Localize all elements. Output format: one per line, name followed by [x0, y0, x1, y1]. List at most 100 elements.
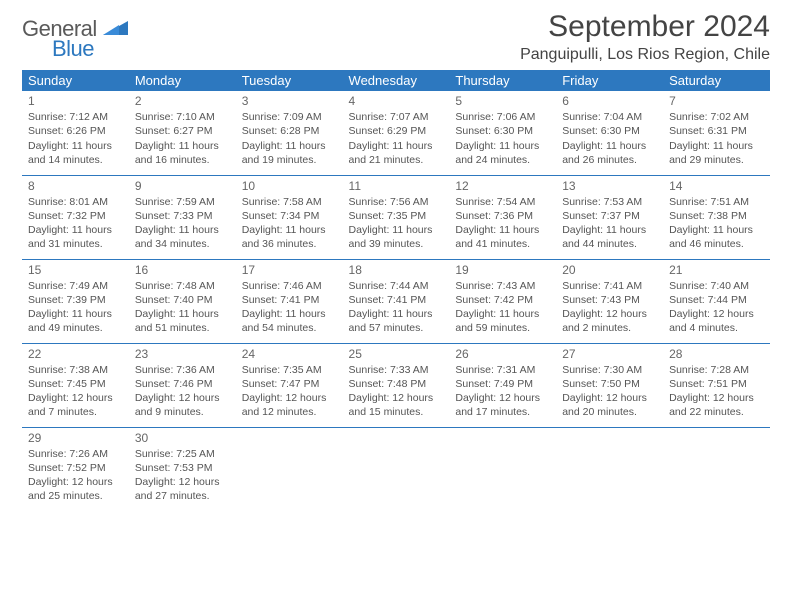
sunrise-text: Sunrise: 7:53 AM	[562, 195, 657, 209]
calendar-day-cell: 15Sunrise: 7:49 AMSunset: 7:39 PMDayligh…	[22, 259, 129, 343]
page-title: September 2024	[520, 10, 770, 44]
calendar-day-cell: 20Sunrise: 7:41 AMSunset: 7:43 PMDayligh…	[556, 259, 663, 343]
day-number: 29	[28, 430, 123, 446]
sunrise-text: Sunrise: 7:41 AM	[562, 279, 657, 293]
daylight-text: and 41 minutes.	[455, 237, 550, 251]
sunrise-text: Sunrise: 8:01 AM	[28, 195, 123, 209]
day-number: 23	[135, 346, 230, 362]
sunset-text: Sunset: 7:50 PM	[562, 377, 657, 391]
day-number: 26	[455, 346, 550, 362]
daylight-text: and 21 minutes.	[349, 153, 444, 167]
calendar-day-cell: 26Sunrise: 7:31 AMSunset: 7:49 PMDayligh…	[449, 343, 556, 427]
daylight-text: Daylight: 11 hours	[28, 223, 123, 237]
calendar-week-row: 29Sunrise: 7:26 AMSunset: 7:52 PMDayligh…	[22, 427, 770, 511]
sunset-text: Sunset: 7:43 PM	[562, 293, 657, 307]
calendar-day-cell: 5Sunrise: 7:06 AMSunset: 6:30 PMDaylight…	[449, 91, 556, 175]
daylight-text: and 27 minutes.	[135, 489, 230, 503]
sunrise-text: Sunrise: 7:28 AM	[669, 363, 764, 377]
calendar-day-cell: 12Sunrise: 7:54 AMSunset: 7:36 PMDayligh…	[449, 175, 556, 259]
sunset-text: Sunset: 7:47 PM	[242, 377, 337, 391]
sunset-text: Sunset: 7:53 PM	[135, 461, 230, 475]
daylight-text: Daylight: 11 hours	[562, 139, 657, 153]
calendar-day-cell: 7Sunrise: 7:02 AMSunset: 6:31 PMDaylight…	[663, 91, 770, 175]
sunset-text: Sunset: 7:38 PM	[669, 209, 764, 223]
sunrise-text: Sunrise: 7:43 AM	[455, 279, 550, 293]
daylight-text: and 54 minutes.	[242, 321, 337, 335]
sunset-text: Sunset: 7:32 PM	[28, 209, 123, 223]
daylight-text: and 9 minutes.	[135, 405, 230, 419]
calendar-day-cell: 25Sunrise: 7:33 AMSunset: 7:48 PMDayligh…	[343, 343, 450, 427]
dayheader-thu: Thursday	[449, 70, 556, 91]
calendar-day-cell	[343, 427, 450, 511]
calendar-week-row: 1Sunrise: 7:12 AMSunset: 6:26 PMDaylight…	[22, 91, 770, 175]
daylight-text: Daylight: 11 hours	[349, 223, 444, 237]
daylight-text: Daylight: 12 hours	[28, 391, 123, 405]
daylight-text: Daylight: 12 hours	[669, 307, 764, 321]
logo-triangle-icon	[103, 23, 129, 40]
calendar-day-cell: 27Sunrise: 7:30 AMSunset: 7:50 PMDayligh…	[556, 343, 663, 427]
day-number: 9	[135, 178, 230, 194]
sunrise-text: Sunrise: 7:07 AM	[349, 110, 444, 124]
day-number: 15	[28, 262, 123, 278]
sunrise-text: Sunrise: 7:31 AM	[455, 363, 550, 377]
calendar-week-row: 22Sunrise: 7:38 AMSunset: 7:45 PMDayligh…	[22, 343, 770, 427]
daylight-text: Daylight: 11 hours	[242, 307, 337, 321]
calendar-week-row: 15Sunrise: 7:49 AMSunset: 7:39 PMDayligh…	[22, 259, 770, 343]
calendar-day-cell: 18Sunrise: 7:44 AMSunset: 7:41 PMDayligh…	[343, 259, 450, 343]
sunset-text: Sunset: 7:41 PM	[349, 293, 444, 307]
sunrise-text: Sunrise: 7:09 AM	[242, 110, 337, 124]
calendar-day-cell: 28Sunrise: 7:28 AMSunset: 7:51 PMDayligh…	[663, 343, 770, 427]
sunset-text: Sunset: 6:29 PM	[349, 124, 444, 138]
sunset-text: Sunset: 7:33 PM	[135, 209, 230, 223]
sunset-text: Sunset: 6:30 PM	[562, 124, 657, 138]
day-number: 27	[562, 346, 657, 362]
calendar-day-cell: 30Sunrise: 7:25 AMSunset: 7:53 PMDayligh…	[129, 427, 236, 511]
sunrise-text: Sunrise: 7:49 AM	[28, 279, 123, 293]
day-number: 3	[242, 93, 337, 109]
sunset-text: Sunset: 7:35 PM	[349, 209, 444, 223]
daylight-text: Daylight: 12 hours	[349, 391, 444, 405]
daylight-text: and 22 minutes.	[669, 405, 764, 419]
daylight-text: and 4 minutes.	[669, 321, 764, 335]
sunrise-text: Sunrise: 7:33 AM	[349, 363, 444, 377]
sunset-text: Sunset: 7:52 PM	[28, 461, 123, 475]
calendar-body: 1Sunrise: 7:12 AMSunset: 6:26 PMDaylight…	[22, 91, 770, 511]
daylight-text: and 39 minutes.	[349, 237, 444, 251]
daylight-text: Daylight: 12 hours	[242, 391, 337, 405]
sunrise-text: Sunrise: 7:46 AM	[242, 279, 337, 293]
day-number: 14	[669, 178, 764, 194]
day-number: 18	[349, 262, 444, 278]
calendar-day-cell: 1Sunrise: 7:12 AMSunset: 6:26 PMDaylight…	[22, 91, 129, 175]
daylight-text: Daylight: 12 hours	[28, 475, 123, 489]
day-number: 13	[562, 178, 657, 194]
daylight-text: and 17 minutes.	[455, 405, 550, 419]
calendar-header-row: Sunday Monday Tuesday Wednesday Thursday…	[22, 70, 770, 91]
daylight-text: and 19 minutes.	[242, 153, 337, 167]
daylight-text: Daylight: 11 hours	[455, 223, 550, 237]
calendar-day-cell: 9Sunrise: 7:59 AMSunset: 7:33 PMDaylight…	[129, 175, 236, 259]
daylight-text: Daylight: 11 hours	[242, 139, 337, 153]
sunrise-text: Sunrise: 7:58 AM	[242, 195, 337, 209]
daylight-text: and 29 minutes.	[669, 153, 764, 167]
calendar-day-cell: 11Sunrise: 7:56 AMSunset: 7:35 PMDayligh…	[343, 175, 450, 259]
day-number: 19	[455, 262, 550, 278]
sunrise-text: Sunrise: 7:02 AM	[669, 110, 764, 124]
daylight-text: Daylight: 11 hours	[669, 139, 764, 153]
sunrise-text: Sunrise: 7:44 AM	[349, 279, 444, 293]
dayheader-wed: Wednesday	[343, 70, 450, 91]
sunrise-text: Sunrise: 7:40 AM	[669, 279, 764, 293]
daylight-text: and 25 minutes.	[28, 489, 123, 503]
calendar-day-cell: 4Sunrise: 7:07 AMSunset: 6:29 PMDaylight…	[343, 91, 450, 175]
calendar-day-cell: 3Sunrise: 7:09 AMSunset: 6:28 PMDaylight…	[236, 91, 343, 175]
sunset-text: Sunset: 6:26 PM	[28, 124, 123, 138]
sunrise-text: Sunrise: 7:12 AM	[28, 110, 123, 124]
sunset-text: Sunset: 7:45 PM	[28, 377, 123, 391]
day-number: 28	[669, 346, 764, 362]
daylight-text: Daylight: 12 hours	[455, 391, 550, 405]
location-subtitle: Panguipulli, Los Rios Region, Chile	[520, 46, 770, 64]
header: General Blue September 2024 Panguipulli,…	[22, 10, 770, 64]
daylight-text: and 16 minutes.	[135, 153, 230, 167]
daylight-text: and 7 minutes.	[28, 405, 123, 419]
calendar-day-cell: 24Sunrise: 7:35 AMSunset: 7:47 PMDayligh…	[236, 343, 343, 427]
day-number: 21	[669, 262, 764, 278]
